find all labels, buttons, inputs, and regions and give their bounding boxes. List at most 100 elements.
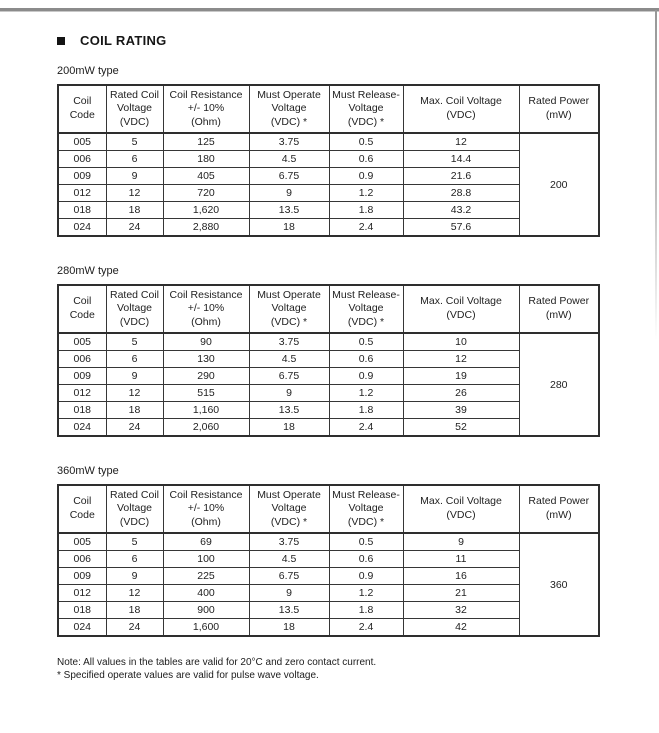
- table-cell: 0.9: [328, 167, 404, 185]
- col-header-must-operate-voltage: Must Operate Voltage (VDC) *: [248, 284, 330, 334]
- table-cell: 130: [162, 350, 250, 368]
- rated-power-cell: 200: [518, 132, 600, 237]
- table-cell: 19: [402, 367, 520, 385]
- header-row: Coil Code Rated Coil Voltage (VDC) Coil …: [57, 84, 600, 134]
- table-cell: 005: [57, 532, 107, 551]
- table-cell: 18: [248, 618, 330, 637]
- table-cell: 11: [402, 550, 520, 568]
- table-cell: 5: [105, 332, 164, 351]
- col-header-rated-coil-voltage: Rated Coil Voltage (VDC): [105, 284, 164, 334]
- table-cell: 12: [105, 384, 164, 402]
- col-header-rated-power: Rated Power (mW): [518, 484, 600, 534]
- square-bullet-icon: [57, 36, 65, 45]
- table-cell: 24: [105, 618, 164, 637]
- col-header-max-coil-voltage: Max. Coil Voltage (VDC): [402, 84, 520, 134]
- table-cell: 4.5: [248, 350, 330, 368]
- table-cell: 13.5: [248, 201, 330, 219]
- table-cell: 6.75: [248, 367, 330, 385]
- table-cell: 1.8: [328, 601, 404, 619]
- table-cell: 9: [105, 167, 164, 185]
- table-cell: 24: [105, 218, 164, 237]
- table-cell: 12: [402, 350, 520, 368]
- table-cell: 012: [57, 184, 107, 202]
- table-cell: 012: [57, 584, 107, 602]
- table-cell: 515: [162, 384, 250, 402]
- table-cell: 0.9: [328, 367, 404, 385]
- table-cell: 005: [57, 132, 107, 151]
- table-row: 024 24 1,600 18 2.4 42: [57, 618, 599, 637]
- col-header-coil-code: Coil Code: [57, 84, 107, 134]
- table-cell: 12: [105, 184, 164, 202]
- col-header-max-coil-voltage: Max. Coil Voltage (VDC): [402, 284, 520, 334]
- table-cell: 6.75: [248, 567, 330, 585]
- table-cell: 2.4: [328, 418, 404, 437]
- table-row: 005 5 90 3.75 0.5 10 280: [57, 332, 600, 437]
- table-cell: 009: [57, 567, 107, 585]
- table-cell: 18: [105, 201, 164, 219]
- table-cell: 2.4: [328, 218, 404, 237]
- table-cell: 43.2: [402, 201, 520, 219]
- table-cell: 13.5: [248, 401, 330, 419]
- table-cell: 0.9: [328, 567, 404, 585]
- table-cell: 0.5: [328, 532, 404, 551]
- table-cell: 405: [162, 167, 250, 185]
- table-cell: 720: [162, 184, 250, 202]
- table-row: 012 12 720 9 1.2 28.8: [57, 184, 599, 202]
- table-cell: 005: [57, 332, 107, 351]
- section-header: COIL RATING: [57, 33, 598, 48]
- table-cell: 100: [162, 550, 250, 568]
- table-cell: 3.75: [248, 332, 330, 351]
- page-title: COIL RATING: [80, 33, 167, 48]
- col-header-must-release-voltage: Must Release- Voltage (VDC) *: [328, 484, 404, 534]
- table-cell: 6.75: [248, 167, 330, 185]
- table-cell: 024: [57, 418, 107, 437]
- table-cell: 12: [105, 584, 164, 602]
- page-top-rule: [0, 8, 659, 12]
- table-cell: 1.8: [328, 401, 404, 419]
- table-cell: 006: [57, 350, 107, 368]
- col-header-rated-coil-voltage: Rated Coil Voltage (VDC): [105, 84, 164, 134]
- table-cell: 18: [248, 418, 330, 437]
- table-cell: 1,620: [162, 201, 250, 219]
- header-row: Coil Code Rated Coil Voltage (VDC) Coil …: [57, 284, 600, 334]
- note-line-2: * Specified operate values are valid for…: [57, 670, 319, 681]
- table-cell: 18: [248, 218, 330, 237]
- table-cell: 24: [105, 418, 164, 437]
- table-cell: 0.6: [328, 550, 404, 568]
- table-cell: 1.2: [328, 384, 404, 402]
- table-cell: 0.5: [328, 132, 404, 151]
- table-cell: 3.75: [248, 532, 330, 551]
- table-type-label: 200mW type: [57, 65, 119, 77]
- table-cell: 39: [402, 401, 520, 419]
- col-header-coil-code: Coil Code: [57, 284, 107, 334]
- table-cell: 12: [402, 132, 520, 151]
- table-cell: 290: [162, 367, 250, 385]
- table-cell: 009: [57, 367, 107, 385]
- table-cell: 21: [402, 584, 520, 602]
- table-row: 009 9 225 6.75 0.9 16: [57, 567, 599, 585]
- table-row: 018 18 1,160 13.5 1.8 39: [57, 401, 599, 419]
- table-row: 012 12 400 9 1.2 21: [57, 584, 599, 602]
- table-cell: 10: [402, 332, 520, 351]
- table-cell: 012: [57, 384, 107, 402]
- table-row: 006 6 100 4.5 0.6 11: [57, 550, 599, 568]
- col-header-must-release-voltage: Must Release- Voltage (VDC) *: [328, 284, 404, 334]
- table-row: 012 12 515 9 1.2 26: [57, 384, 599, 402]
- col-header-rated-power: Rated Power (mW): [518, 84, 600, 134]
- table-section-200mw: 200mW type Coil Code Rated Coil Voltage …: [57, 65, 600, 237]
- table-cell: 9: [248, 584, 330, 602]
- table-cell: 024: [57, 218, 107, 237]
- table-section-280mw: 280mW type Coil Code Rated Coil Voltage …: [57, 265, 600, 437]
- table-cell: 225: [162, 567, 250, 585]
- table-row: 009 9 405 6.75 0.9 21.6: [57, 167, 599, 185]
- table-cell: 006: [57, 150, 107, 168]
- table-cell: 900: [162, 601, 250, 619]
- header-row: Coil Code Rated Coil Voltage (VDC) Coil …: [57, 484, 600, 534]
- coil-rating-table-200mw: Coil Code Rated Coil Voltage (VDC) Coil …: [57, 84, 600, 237]
- footnotes: Note: All values in the tables are valid…: [57, 656, 598, 682]
- table-row: 006 6 180 4.5 0.6 14.4: [57, 150, 599, 168]
- table-cell: 180: [162, 150, 250, 168]
- col-header-coil-code: Coil Code: [57, 484, 107, 534]
- table-cell: 1.2: [328, 584, 404, 602]
- table-cell: 14.4: [402, 150, 520, 168]
